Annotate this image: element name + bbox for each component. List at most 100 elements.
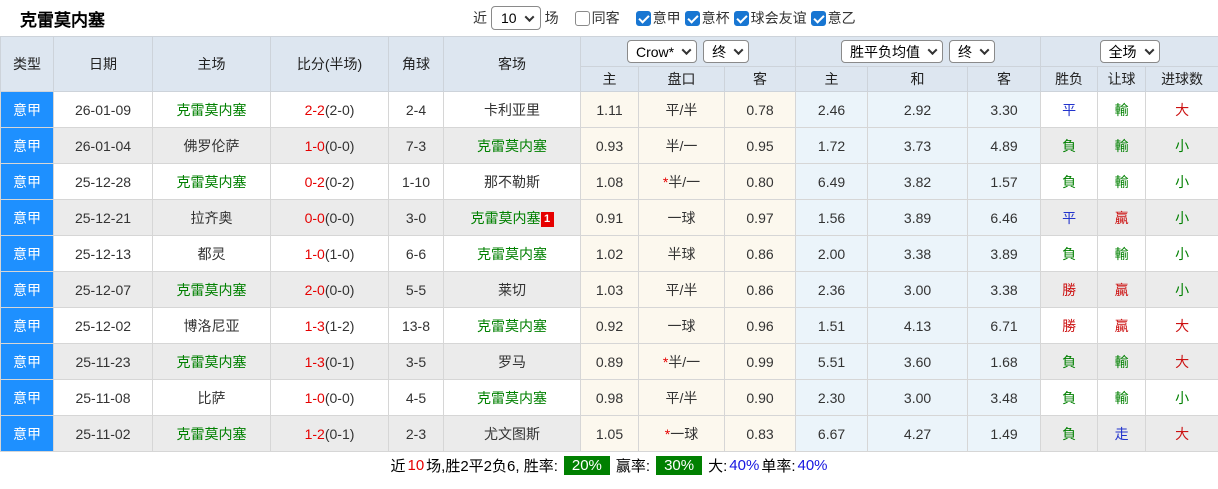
- avg-home-cell: 2.00: [795, 235, 869, 272]
- same-away-checkbox[interactable]: [574, 10, 590, 26]
- handicap-value: 平/半: [665, 281, 698, 298]
- home-team[interactable]: 克雷莫内塞: [152, 163, 271, 200]
- corners-value: 3-5: [405, 353, 427, 370]
- away-team[interactable]: 克雷莫内塞 1: [443, 199, 581, 236]
- league-badge: 意甲: [0, 415, 54, 452]
- result-value: 負: [1062, 425, 1077, 442]
- avg-draw-cell: 3.89: [867, 199, 969, 236]
- odds-away-value: 0.90: [746, 389, 774, 406]
- date-value: 25-11-23: [75, 353, 131, 370]
- handicap-cell: 平/半: [638, 271, 725, 308]
- home-team[interactable]: 克雷莫内塞: [152, 91, 271, 128]
- home-team[interactable]: 克雷莫内塞: [152, 271, 271, 308]
- score-cell: 1-0(0-0): [270, 127, 389, 164]
- avg-draw-value: 3.73: [903, 137, 932, 154]
- away-team[interactable]: 克雷莫内塞: [443, 307, 581, 344]
- chevron-down-icon: [979, 45, 990, 56]
- col-header-type: 类型: [0, 36, 54, 92]
- corners-cell: 1-10: [388, 163, 444, 200]
- avg-home-value: 2.46: [817, 101, 846, 118]
- half-time-score: (1-2): [324, 317, 355, 334]
- away-team[interactable]: 罗马: [443, 343, 581, 380]
- handicap-result-value: 輸: [1114, 353, 1129, 370]
- odds-home-value: 0.89: [595, 353, 624, 370]
- result-value: 勝: [1062, 281, 1077, 298]
- recent-label: 近: [473, 10, 487, 26]
- result-cell: 平: [1040, 91, 1099, 128]
- match-date: 26-01-04: [53, 127, 153, 164]
- away-team[interactable]: 卡利亚里: [443, 91, 581, 128]
- handicap-value: 半/一: [668, 173, 701, 190]
- result-cell: 負: [1040, 379, 1099, 416]
- avg-type-select[interactable]: 胜平负均值: [841, 40, 944, 63]
- goals-cell: 小: [1145, 235, 1218, 272]
- home-team[interactable]: 博洛尼亚: [152, 307, 271, 344]
- result-value: 負: [1062, 173, 1077, 190]
- avg-away-cell: 1.57: [967, 163, 1042, 200]
- red-card-badge: 1: [540, 211, 554, 227]
- odds-away-value: 0.99: [746, 353, 774, 370]
- avg-home-cell: 1.72: [795, 127, 869, 164]
- league-checkbox-club-friendly[interactable]: [733, 10, 749, 26]
- same-away-label: 同客: [591, 10, 620, 26]
- goals-cell: 大: [1145, 343, 1218, 380]
- odds-away-cell: 0.78: [723, 91, 797, 128]
- avg-home-value: 2.30: [817, 389, 846, 406]
- match-date: 25-12-21: [53, 199, 153, 236]
- away-team[interactable]: 克雷莫内塞: [443, 127, 581, 164]
- avg-time-select[interactable]: 终: [949, 40, 996, 63]
- result-value: 平: [1062, 101, 1077, 118]
- avg-home-value: 2.00: [817, 245, 846, 262]
- avg-home-value: 1.56: [817, 209, 846, 226]
- away-team[interactable]: 克雷莫内塞: [443, 379, 581, 416]
- handicap-cell: 平/半: [638, 91, 725, 128]
- goals-value: 小: [1175, 173, 1190, 190]
- score-cell: 2-2(2-0): [270, 91, 389, 128]
- home-team[interactable]: 都灵: [152, 235, 271, 272]
- sub-header-odds-away: 客: [723, 66, 797, 92]
- avg-draw-cell: 3.60: [867, 343, 969, 380]
- goals-value: 小: [1175, 137, 1190, 154]
- odds-time-select[interactable]: 终: [703, 40, 750, 63]
- full-time-score: 1-0: [304, 389, 325, 406]
- result-cell: 勝: [1040, 271, 1099, 308]
- avg-away-cell: 3.48: [967, 379, 1042, 416]
- goals-cell: 大: [1145, 415, 1218, 452]
- half-time-score: (0-2): [324, 173, 355, 190]
- avg-draw-value: 3.00: [903, 389, 932, 406]
- match-count-select[interactable]: 10: [491, 6, 541, 30]
- corners-cell: 2-3: [388, 415, 444, 452]
- odds-company-select[interactable]: Crow*: [626, 40, 698, 63]
- away-team[interactable]: 莱切: [443, 271, 581, 308]
- away-team[interactable]: 那不勒斯: [443, 163, 581, 200]
- date-value: 25-12-21: [74, 209, 132, 226]
- odds-away-value: 0.80: [746, 173, 774, 190]
- home-team-name: 佛罗伦萨: [183, 137, 240, 154]
- away-team[interactable]: 尤文图斯: [443, 415, 581, 452]
- home-team[interactable]: 比萨: [152, 379, 271, 416]
- away-team-name: 克雷莫内塞: [470, 209, 541, 226]
- handicap-result-cell: 輸: [1097, 235, 1147, 272]
- avg-type-value: 胜平负均值: [850, 43, 921, 60]
- home-team[interactable]: 拉齐奥: [152, 199, 271, 236]
- table-row: 意甲 25-11-08 比萨 1-0(0-0) 4-5 克雷莫内塞 0.98 平/半 0.90 2…: [0, 379, 1218, 416]
- odds-away-cell: 0.95: [723, 127, 797, 164]
- odds-home-cell: 1.02: [580, 235, 639, 272]
- league-checkbox-coppa-italia[interactable]: [684, 10, 700, 26]
- away-team[interactable]: 克雷莫内塞: [443, 235, 581, 272]
- scope-select[interactable]: 全场: [1099, 40, 1160, 63]
- date-value: 25-12-28: [74, 173, 132, 190]
- home-team[interactable]: 佛罗伦萨: [152, 127, 271, 164]
- goals-cell: 小: [1145, 199, 1218, 236]
- away-team-name: 克雷莫内塞: [477, 389, 547, 406]
- league-checkbox-serie-a[interactable]: [635, 10, 651, 26]
- home-team[interactable]: 克雷莫内塞: [152, 415, 271, 452]
- match-history-table: 类型 日期 主场 比分(半场) 角球 客场 Crow* 终 胜平负均值: [0, 36, 1218, 452]
- league-badge: 意甲: [0, 379, 54, 416]
- home-team[interactable]: 克雷莫内塞: [152, 343, 271, 380]
- sub-header-handicap-result: 让球: [1097, 66, 1147, 92]
- avg-away-value: 3.89: [990, 245, 1018, 262]
- summary-text: 单率:: [761, 458, 796, 475]
- league-checkbox-serie-b[interactable]: [810, 10, 826, 26]
- chevron-down-icon: [681, 45, 692, 56]
